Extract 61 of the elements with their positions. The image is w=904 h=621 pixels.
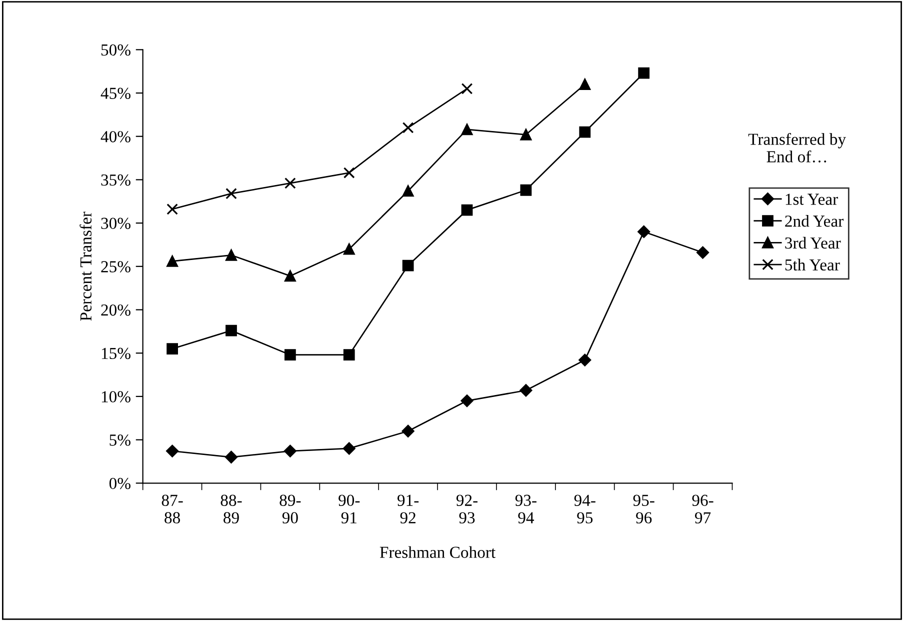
point <box>402 122 414 134</box>
point <box>284 349 296 361</box>
x-tick-label: 87- 88 <box>162 494 183 524</box>
point <box>166 203 178 215</box>
legend-label: 3rd Year <box>785 236 841 249</box>
y-tick-label: 30% <box>101 218 130 230</box>
y-tick-label: 20% <box>101 304 130 316</box>
legend-label: 5th Year <box>785 258 840 271</box>
point <box>343 349 355 361</box>
point <box>696 246 710 259</box>
y-tick-label: 5% <box>110 434 130 446</box>
x-tick-label: 91- 92 <box>397 494 419 524</box>
x-tick-label: 93- 94 <box>515 494 536 524</box>
legend-label: 2nd Year <box>785 215 844 227</box>
y-axis-title: Percent Transfer <box>80 212 92 321</box>
point <box>579 126 591 138</box>
point <box>284 270 296 282</box>
point <box>638 225 650 238</box>
point <box>226 249 237 261</box>
y-tick-label: 45% <box>100 88 130 100</box>
y-tick-label: 15% <box>102 348 130 360</box>
point <box>226 324 237 336</box>
point <box>166 444 179 458</box>
point <box>225 450 238 464</box>
point <box>284 177 296 189</box>
y-tick-label: 50% <box>101 44 130 56</box>
y-tick-label: 0% <box>109 478 130 490</box>
y-tick-label: 40% <box>100 131 130 142</box>
point <box>520 184 532 196</box>
point <box>579 78 591 90</box>
y-tick-label: 35% <box>101 174 130 186</box>
y-tick-label: 25% <box>101 261 130 272</box>
legend-label: 1st Year <box>786 194 838 205</box>
point <box>402 185 414 197</box>
point <box>166 256 178 267</box>
x-tick-label: 90- 91 <box>338 494 360 524</box>
x-tick-label: 94- 95 <box>574 494 596 524</box>
x-tick-label: 88- 89 <box>220 494 242 524</box>
point <box>402 424 414 438</box>
point <box>578 354 592 366</box>
point <box>343 243 355 255</box>
x-tick-label: 92- 93 <box>456 494 478 524</box>
x-tick-label: 95- 96 <box>633 494 654 524</box>
point <box>343 167 355 178</box>
point <box>226 188 237 200</box>
point <box>166 343 178 354</box>
point <box>520 128 532 140</box>
point <box>284 444 296 458</box>
point <box>461 124 473 136</box>
x-tick-label: 96- 97 <box>692 494 714 524</box>
point <box>402 260 414 272</box>
point <box>520 384 532 397</box>
point <box>461 204 473 216</box>
point <box>342 442 356 455</box>
point <box>460 394 474 408</box>
x-axis-title: Freshman Cohort <box>380 546 496 558</box>
point <box>461 82 473 94</box>
x-tick-label: 89- 90 <box>280 494 301 524</box>
y-tick-label: 10% <box>102 391 130 402</box>
legend-title: Transferred by End of… <box>748 132 846 162</box>
point <box>638 67 650 79</box>
